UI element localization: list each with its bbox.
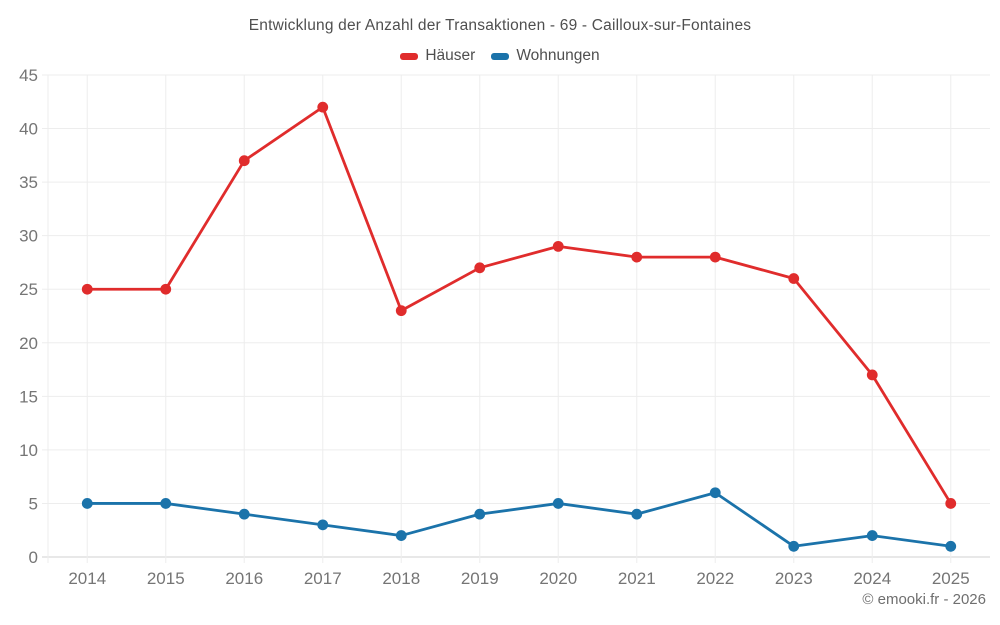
data-point[interactable] xyxy=(317,101,329,113)
y-tick-label: 5 xyxy=(29,494,38,513)
data-point[interactable] xyxy=(709,487,721,499)
data-point[interactable] xyxy=(631,251,643,263)
data-point[interactable] xyxy=(395,530,407,541)
x-tick-label: 2017 xyxy=(304,569,342,588)
data-point[interactable] xyxy=(238,155,250,167)
data-point[interactable] xyxy=(945,540,957,552)
data-point[interactable] xyxy=(866,369,878,381)
series-line-1 xyxy=(85,491,953,548)
x-tick-label: 2025 xyxy=(932,569,970,588)
y-tick-label: 0 xyxy=(29,548,38,567)
chart-legend: Häuser Wohnungen xyxy=(0,46,1000,66)
data-point[interactable] xyxy=(552,498,564,509)
legend-swatch-icon xyxy=(400,52,419,60)
data-point[interactable] xyxy=(552,240,564,252)
credit-text: © emooki.fr - 2026 xyxy=(862,591,986,608)
data-point[interactable] xyxy=(631,508,643,520)
legend-item-1[interactable]: Wohnungen xyxy=(491,47,600,65)
data-point[interactable] xyxy=(709,251,721,263)
legend-item-0[interactable]: Häuser xyxy=(400,47,475,65)
data-point[interactable] xyxy=(474,262,486,274)
x-tick-label: 2019 xyxy=(461,569,499,588)
x-tick-label: 2024 xyxy=(853,569,891,588)
y-tick-label: 40 xyxy=(19,120,38,139)
legend-label: Wohnungen xyxy=(516,47,600,64)
x-tick-label: 2021 xyxy=(618,569,656,588)
data-point[interactable] xyxy=(81,498,93,509)
x-tick-label: 2016 xyxy=(225,569,263,588)
y-tick-label: 35 xyxy=(19,173,38,192)
data-point[interactable] xyxy=(160,283,172,295)
x-tick-label: 2018 xyxy=(382,569,420,588)
data-point[interactable] xyxy=(866,530,878,541)
data-point[interactable] xyxy=(160,498,172,509)
x-tick-label: 2015 xyxy=(147,569,185,588)
x-tick-label: 2023 xyxy=(775,569,813,588)
y-tick-label: 20 xyxy=(19,334,38,353)
x-tick-label: 2020 xyxy=(539,569,577,588)
data-point[interactable] xyxy=(474,508,486,520)
y-tick-label: 30 xyxy=(19,227,38,246)
x-tick-label: 2022 xyxy=(696,569,734,588)
y-tick-label: 45 xyxy=(19,66,38,85)
legend-label: Häuser xyxy=(425,47,476,64)
series-line-0 xyxy=(85,105,953,505)
x-tick-label: 2014 xyxy=(68,569,106,588)
data-point[interactable] xyxy=(788,273,800,284)
y-tick-label: 25 xyxy=(19,280,38,299)
chart-title: Entwicklung der Anzahl der Transaktionen… xyxy=(248,17,752,34)
y-tick-label: 15 xyxy=(19,387,38,406)
data-point[interactable] xyxy=(945,498,957,509)
data-point[interactable] xyxy=(238,508,250,520)
legend-swatch-icon xyxy=(491,52,510,60)
data-point[interactable] xyxy=(395,305,407,317)
y-tick-label: 10 xyxy=(19,441,38,460)
data-point[interactable] xyxy=(788,540,800,552)
data-point[interactable] xyxy=(81,283,93,295)
data-point[interactable] xyxy=(317,519,329,531)
